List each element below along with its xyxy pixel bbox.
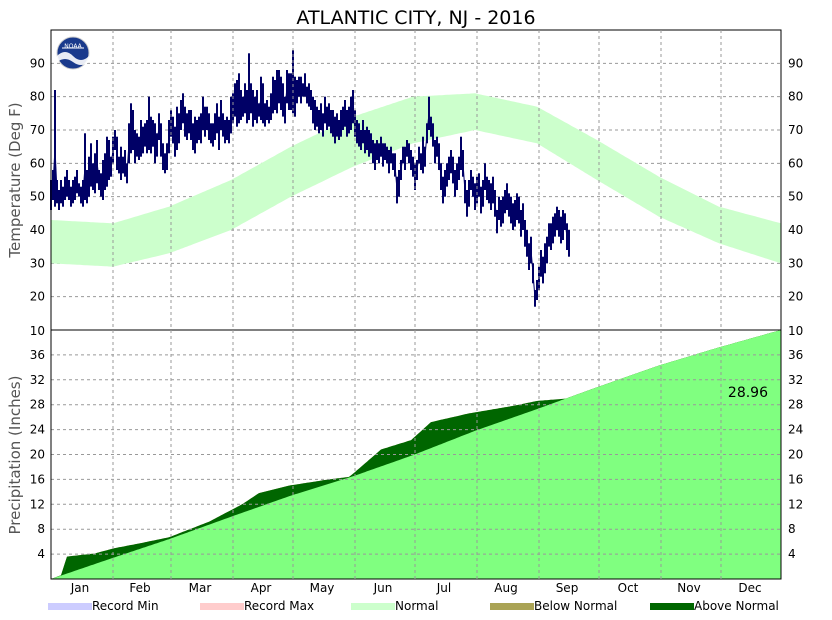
precip-ytick-left-24: 24 bbox=[30, 423, 45, 437]
legend: Record Min Record Max Normal Below Normal Ab… bbox=[48, 599, 779, 613]
svg-text:NOAA: NOAA bbox=[64, 43, 82, 50]
precipitation-frame bbox=[50, 329, 782, 580]
legend-item-record-max: Record Max bbox=[200, 599, 314, 613]
precip-ytick-right-4: 4 bbox=[788, 547, 796, 561]
legend-swatch bbox=[351, 603, 395, 610]
temp-ytick-left-40: 40 bbox=[30, 223, 45, 237]
temperature-panel: 20 30 40 50 60 70 80 90 20 30 40 50 60 70 80 90 Temper… bbox=[6, 29, 803, 331]
month-label-feb: Feb bbox=[129, 581, 150, 595]
legend-label: Below Normal bbox=[534, 599, 617, 613]
legend-label: Record Min bbox=[92, 599, 159, 613]
temp-ytick-left-90: 90 bbox=[30, 56, 45, 70]
temp-ytick-right-50: 50 bbox=[788, 190, 803, 204]
temp-ytick-left-50: 50 bbox=[30, 190, 45, 204]
temp-ytick-left-20: 20 bbox=[30, 290, 45, 304]
temp-observed-trace bbox=[50, 81, 570, 299]
legend-label: Record Max bbox=[244, 599, 314, 613]
legend-swatch bbox=[200, 603, 244, 610]
temp-ytick-left-70: 70 bbox=[30, 123, 45, 137]
precip-ytick-right-8: 8 bbox=[788, 522, 796, 536]
precipitation-total-label: 28.96 bbox=[728, 385, 768, 401]
temp-bar-day-18 bbox=[84, 133, 86, 200]
precip-ytick-left-16: 16 bbox=[30, 472, 45, 486]
temp-ytick-right-70: 70 bbox=[788, 123, 803, 137]
precip-ytick-left-28: 28 bbox=[30, 398, 45, 412]
precip-ytick-right-32: 32 bbox=[788, 373, 803, 387]
temperature-yticks-right: 20 30 40 50 60 70 80 90 bbox=[788, 56, 803, 303]
month-label-sep: Sep bbox=[556, 581, 579, 595]
month-label-jan: Jan bbox=[70, 581, 90, 595]
legend-item-record-min: Record Min bbox=[48, 599, 159, 613]
precip-ytick-left-8: 8 bbox=[37, 522, 45, 536]
precipitation-yticks-left: 4 8 12 16 20 24 28 32 36 bbox=[30, 348, 45, 561]
month-vertical-gridlines bbox=[112, 30, 722, 579]
precip-ytick-right-12: 12 bbox=[788, 497, 803, 511]
legend-item-normal: Normal bbox=[351, 599, 438, 613]
legend-swatch bbox=[650, 603, 694, 610]
precip-ytick-left-32: 32 bbox=[30, 373, 45, 387]
month-label-apr: Apr bbox=[251, 581, 272, 595]
temperature-axis-label: Temperature (Deg F) bbox=[6, 102, 24, 258]
precip-top-label-right: 10 bbox=[788, 324, 803, 338]
month-label-may: May bbox=[310, 581, 335, 595]
month-label-jul: Jul bbox=[436, 581, 451, 595]
legend-item-above-normal: Above Normal bbox=[650, 599, 779, 613]
temp-bar-day-260 bbox=[568, 230, 570, 257]
precip-ytick-right-16: 16 bbox=[788, 472, 803, 486]
precipitation-panel: 4 8 12 16 20 24 28 32 36 4 8 12 16 20 24 28 32 36 Precip… bbox=[6, 324, 803, 580]
noaa-logo: NOAA bbox=[56, 36, 90, 70]
precip-ytick-right-20: 20 bbox=[788, 448, 803, 462]
precip-ytick-right-24: 24 bbox=[788, 423, 803, 437]
precip-top-label-left: 10 bbox=[30, 324, 45, 338]
temp-ytick-right-80: 80 bbox=[788, 90, 803, 104]
precip-ytick-left-4: 4 bbox=[37, 547, 45, 561]
precipitation-yticks-right: 4 8 12 16 20 24 28 32 36 bbox=[788, 348, 803, 561]
precip-ytick-right-36: 36 bbox=[788, 348, 803, 362]
month-label-oct: Oct bbox=[618, 581, 639, 595]
legend-label: Normal bbox=[395, 599, 438, 613]
precip-ytick-right-28: 28 bbox=[788, 398, 803, 412]
precipitation-gridlines bbox=[51, 354, 781, 555]
month-label-jun: Jun bbox=[373, 581, 393, 595]
temperature-yticks-left: 20 30 40 50 60 70 80 90 bbox=[30, 56, 45, 303]
month-label-nov: Nov bbox=[677, 581, 700, 595]
temp-ytick-right-20: 20 bbox=[788, 290, 803, 304]
temp-ytick-right-60: 60 bbox=[788, 156, 803, 170]
precip-ytick-left-12: 12 bbox=[30, 497, 45, 511]
month-labels: Jan Feb Mar Apr May Jun Jul Aug Sep Oct Nov Dec bbox=[70, 581, 762, 595]
legend-swatch bbox=[490, 603, 534, 610]
temp-ytick-left-30: 30 bbox=[30, 256, 45, 270]
temp-ytick-right-90: 90 bbox=[788, 56, 803, 70]
temp-ytick-left-60: 60 bbox=[30, 156, 45, 170]
month-label-mar: Mar bbox=[189, 581, 212, 595]
temp-ytick-right-40: 40 bbox=[788, 223, 803, 237]
observed-temperature-bars bbox=[50, 50, 570, 307]
precip-ytick-left-20: 20 bbox=[30, 448, 45, 462]
legend-swatch bbox=[48, 603, 92, 610]
chart-title: ATLANTIC CITY, NJ - 2016 bbox=[296, 7, 535, 29]
legend-label: Above Normal bbox=[694, 599, 779, 613]
temp-ytick-right-30: 30 bbox=[788, 256, 803, 270]
temp-ytick-left-80: 80 bbox=[30, 90, 45, 104]
month-label-dec: Dec bbox=[738, 581, 761, 595]
legend-item-below-normal: Below Normal bbox=[490, 599, 617, 613]
month-label-aug: Aug bbox=[494, 581, 517, 595]
precipitation-axis-label: Precipitation (Inches) bbox=[6, 376, 24, 535]
precip-ytick-left-36: 36 bbox=[30, 348, 45, 362]
